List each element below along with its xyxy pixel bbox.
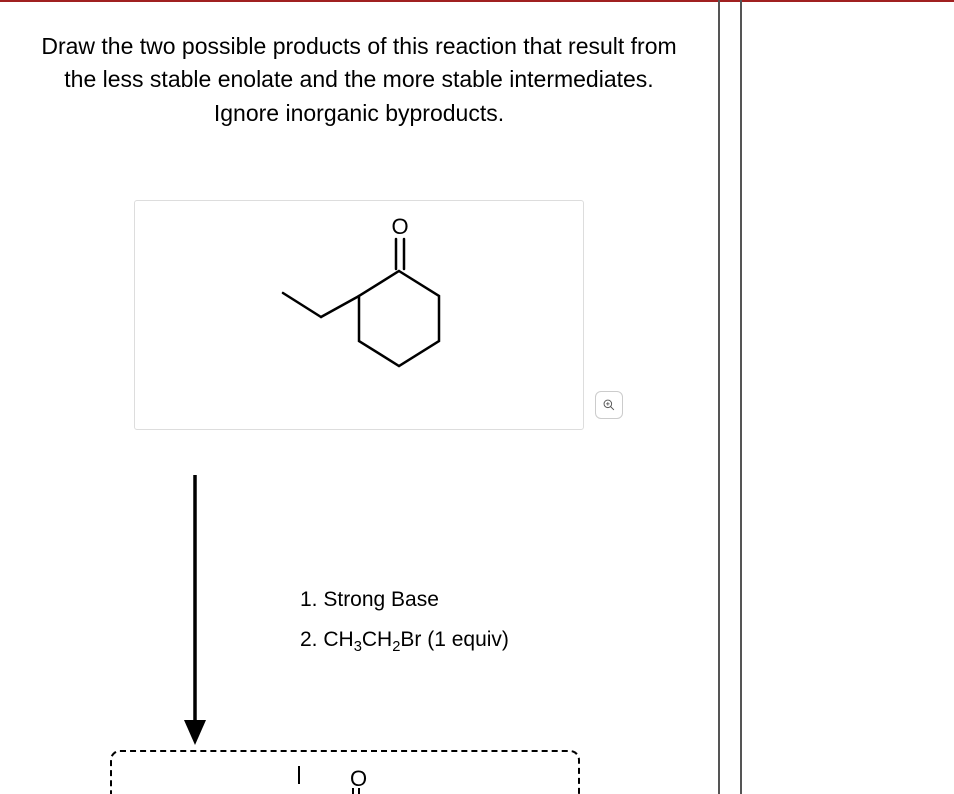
reagent-step-2: 2. CH3CH2Br (1 equiv) bbox=[300, 620, 509, 662]
right-panel-divider bbox=[740, 0, 742, 794]
reagent-step-1: 1. Strong Base bbox=[300, 580, 509, 620]
question-prompt: Draw the two possible products of this r… bbox=[0, 30, 718, 130]
zoom-button[interactable] bbox=[595, 391, 623, 419]
partial-double-bond bbox=[352, 788, 354, 794]
starting-material-box: O bbox=[134, 200, 584, 430]
reagent-list: 1. Strong Base 2. CH3CH2Br (1 equiv) bbox=[300, 580, 509, 662]
reaction-arrow bbox=[175, 470, 215, 750]
ketone-structure: O bbox=[249, 211, 469, 421]
magnify-plus-icon bbox=[602, 398, 616, 412]
reaction-conditions: 1. Strong Base 2. CH3CH2Br (1 equiv) bbox=[0, 470, 718, 750]
question-line-2: the less stable enolate and the more sta… bbox=[20, 63, 698, 96]
content-panel: Draw the two possible products of this r… bbox=[0, 0, 720, 794]
question-line-1: Draw the two possible products of this r… bbox=[20, 30, 698, 63]
partial-structure-line bbox=[298, 766, 300, 784]
product-answer-box[interactable] bbox=[110, 750, 580, 794]
oxygen-label: O bbox=[391, 214, 408, 239]
question-line-3: Ignore inorganic byproducts. bbox=[20, 97, 698, 130]
